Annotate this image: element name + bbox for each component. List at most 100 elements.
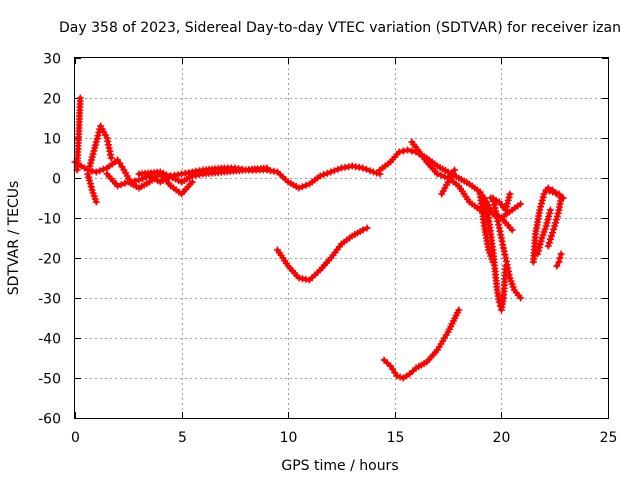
series-arc-22-23 xyxy=(544,194,565,250)
series-arc-early-dip xyxy=(84,170,100,206)
data-point xyxy=(551,222,559,230)
data-point xyxy=(537,203,545,211)
data-point xyxy=(505,193,513,201)
series-arc-23-end xyxy=(553,250,565,270)
data-point xyxy=(399,147,407,155)
data-point xyxy=(545,187,553,195)
x-tick-label: 25 xyxy=(600,430,618,446)
series-line xyxy=(377,148,523,220)
x-tick-label: 15 xyxy=(387,430,405,446)
data-point xyxy=(559,194,567,202)
series-arc-early-spike xyxy=(73,94,84,174)
data-point xyxy=(295,184,303,192)
data-point xyxy=(502,206,510,214)
data-point xyxy=(117,181,125,189)
data-series xyxy=(71,94,567,382)
y-tick-label: -10 xyxy=(38,212,61,228)
data-point xyxy=(441,173,448,181)
data-point xyxy=(188,178,196,186)
x-tick-label: 0 xyxy=(71,430,80,446)
axis-ticks: 0 5 10 15 20 25 30 20 10 0 -10 -20 -30 -40 -50 -60 xyxy=(38,52,617,447)
data-point xyxy=(542,186,550,194)
y-tick-label: -20 xyxy=(38,252,61,268)
data-point xyxy=(327,168,335,176)
grid-lines xyxy=(75,58,608,418)
y-axis-label: SDTVAR / TECUs xyxy=(6,181,22,296)
data-point xyxy=(537,237,545,245)
series-arc-19-c xyxy=(489,194,525,302)
data-point xyxy=(555,258,563,266)
data-point xyxy=(437,171,445,179)
series-arc-3-6 xyxy=(135,164,271,186)
data-point xyxy=(556,254,564,262)
data-point xyxy=(363,224,371,232)
data-point xyxy=(94,132,102,140)
data-point xyxy=(87,183,95,191)
data-point xyxy=(535,244,543,252)
series-arc-20-d xyxy=(487,190,514,214)
data-point xyxy=(395,148,403,156)
data-point xyxy=(552,216,560,224)
data-point xyxy=(451,166,458,174)
data-point xyxy=(320,171,328,179)
data-point xyxy=(553,262,561,270)
data-point xyxy=(506,190,514,198)
data-point xyxy=(393,372,401,380)
data-point xyxy=(359,164,367,172)
data-point xyxy=(504,196,512,204)
series-arc-2-4 xyxy=(103,170,196,198)
data-point xyxy=(93,135,101,143)
series-arc-21-23-a xyxy=(534,206,554,258)
data-point xyxy=(548,232,555,240)
series-arc-19-b xyxy=(480,194,510,314)
x-tick-label: 10 xyxy=(280,430,298,446)
data-point xyxy=(549,188,557,196)
series-arc-17-18 xyxy=(438,166,458,198)
data-point xyxy=(536,206,544,214)
data-point xyxy=(544,242,552,250)
y-tick-label: 10 xyxy=(43,132,61,148)
data-point xyxy=(165,172,173,180)
data-point xyxy=(517,294,525,302)
data-point xyxy=(554,209,562,217)
data-point xyxy=(85,173,93,181)
data-point xyxy=(536,240,544,248)
data-point xyxy=(114,182,122,190)
data-point xyxy=(159,169,167,177)
data-point xyxy=(362,165,370,173)
data-point xyxy=(538,196,546,204)
data-point xyxy=(500,247,508,255)
data-point xyxy=(503,200,511,208)
data-point xyxy=(552,219,560,227)
data-point xyxy=(84,170,92,178)
data-point xyxy=(433,170,441,178)
data-point xyxy=(508,226,516,234)
data-point xyxy=(107,154,115,162)
data-point xyxy=(503,203,510,211)
data-point xyxy=(455,306,463,314)
data-point xyxy=(370,168,377,176)
y-tick-label: -60 xyxy=(38,412,61,428)
data-point xyxy=(553,212,561,220)
data-point xyxy=(545,212,553,220)
data-point xyxy=(538,200,545,208)
data-point xyxy=(366,167,374,175)
data-point xyxy=(88,167,96,175)
data-point xyxy=(323,169,331,177)
data-point xyxy=(359,226,367,234)
data-point xyxy=(535,247,542,255)
x-tick-label: 5 xyxy=(178,430,187,446)
data-point xyxy=(92,198,100,206)
series-arc-10-13 xyxy=(274,224,371,284)
y-tick-label: 30 xyxy=(43,52,61,68)
data-point xyxy=(404,146,412,154)
data-point xyxy=(555,190,563,198)
data-point xyxy=(330,167,338,175)
data-point xyxy=(396,373,404,381)
y-tick-label: -30 xyxy=(38,292,61,308)
y-tick-label: 20 xyxy=(43,92,61,108)
data-point xyxy=(534,250,542,258)
data-point xyxy=(135,176,143,184)
data-point xyxy=(494,217,502,225)
data-point xyxy=(543,219,551,227)
